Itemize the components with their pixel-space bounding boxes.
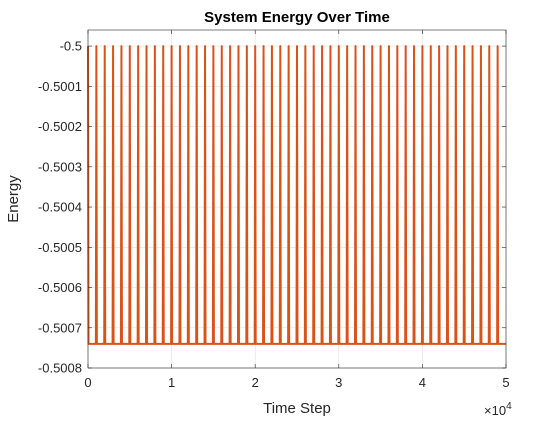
y-ticks-layer: -0.5 -0.5001 -0.5002 -0.5003 -0.5004 -0.5005 -…	[38, 39, 506, 376]
series-layer	[87, 45, 506, 345]
y-tick-label: -0.5005	[38, 240, 82, 255]
y-tick-label: -0.5	[60, 39, 82, 54]
x-tick-label: 4	[419, 375, 426, 390]
x-ticks-layer: 0 1 2 3 4 5	[84, 30, 510, 390]
x-tick-label: 0	[84, 375, 91, 390]
y-axis-label: Energy	[5, 175, 22, 223]
chart-title: System Energy Over Time	[204, 9, 390, 26]
x-tick-label: 1	[168, 375, 175, 390]
x-tick-label: 3	[335, 375, 342, 390]
x-tick-label: 5	[502, 375, 509, 390]
plot-area-box	[87, 29, 507, 369]
x-axis-label: Time Step	[263, 400, 331, 417]
y-tick-label: -0.5006	[38, 280, 82, 295]
x-tick-label: 2	[252, 375, 259, 390]
x-axis-exponent: ×104	[484, 401, 512, 418]
x-axis-exponent-base: ×10	[484, 403, 506, 418]
energy-series-line	[87, 45, 506, 345]
y-tick-label: -0.5007	[38, 320, 82, 335]
y-tick-label: -0.5002	[38, 119, 82, 134]
y-tick-label: -0.5008	[38, 361, 82, 376]
y-tick-label: -0.5003	[38, 159, 82, 174]
y-tick-label: -0.5004	[38, 200, 82, 215]
y-tick-label: -0.5001	[38, 79, 82, 94]
x-axis-exponent-power: 4	[506, 401, 512, 412]
